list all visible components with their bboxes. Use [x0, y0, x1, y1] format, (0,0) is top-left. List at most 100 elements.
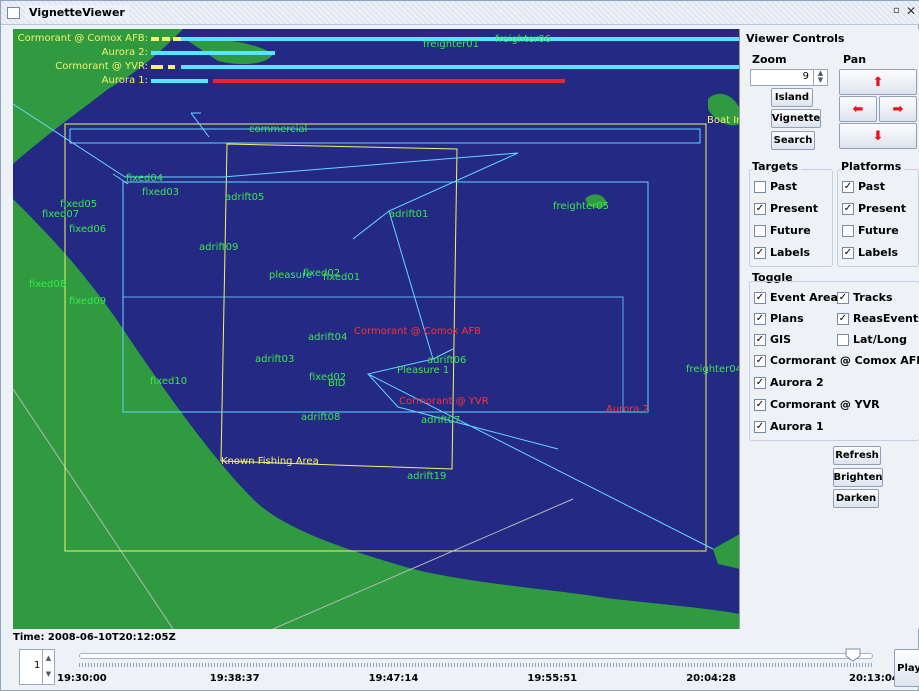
vignette-button[interactable]: Vignette — [771, 109, 821, 128]
play-button[interactable]: Play — [894, 649, 919, 687]
speed-spinner[interactable]: 1 ▲ ▼ — [19, 649, 55, 685]
checkbox-box[interactable] — [754, 180, 766, 193]
label-adrift01[interactable]: adrift01 — [389, 209, 429, 220]
close-icon[interactable]: ✕ — [906, 4, 917, 18]
toggle-reasevents-checkbox[interactable]: ✓ ReasEvents — [837, 312, 919, 325]
checkbox-box[interactable] — [837, 333, 849, 346]
label-boat[interactable]: Boat In — [707, 115, 740, 126]
zoom-label: Zoom — [752, 53, 787, 66]
brighten-button[interactable]: Brighten — [833, 468, 883, 487]
label-adrift07[interactable]: adrift07 — [421, 415, 461, 426]
toggle-gis-checkbox[interactable]: ✓ GIS — [754, 333, 791, 346]
pan-right-button[interactable]: ➡ — [879, 96, 917, 122]
checkbox-label: Future — [858, 224, 899, 237]
label-fixed06[interactable]: fixed06 — [69, 224, 107, 235]
label-fixed08[interactable]: fixed08 — [29, 279, 67, 290]
checkbox-box[interactable]: ✓ — [754, 291, 766, 304]
label-cormorant-yvr[interactable]: Cormorant @ YVR — [399, 396, 489, 407]
label-pleasure1[interactable]: Pleasure 1 — [397, 365, 450, 376]
label-adrift03[interactable]: adrift03 — [255, 354, 295, 365]
target-labels-checkbox[interactable]: ✓ Labels — [754, 246, 810, 259]
platform-future-checkbox[interactable]: Future — [842, 224, 899, 237]
label-fixed05[interactable]: fixed05 — [60, 199, 98, 210]
toggle-label: Toggle — [752, 271, 793, 284]
label-freighter01[interactable]: freighter01 — [423, 39, 479, 50]
label-fixed01[interactable]: fixed01 — [323, 272, 361, 283]
label-adrift04[interactable]: adrift04 — [308, 332, 348, 343]
label-fixed02b[interactable]: fixed02 — [309, 372, 347, 383]
checkbox-label: Past — [858, 180, 885, 193]
checkbox-box[interactable]: ✓ — [754, 398, 766, 411]
pan-left-button[interactable]: ⬅ — [839, 96, 877, 122]
restore-icon[interactable]: ▫ — [893, 5, 900, 16]
label-adrift06[interactable]: adrift06 — [427, 355, 467, 366]
checkbox-box[interactable]: ✓ — [754, 354, 766, 367]
darken-button[interactable]: Darken — [833, 489, 879, 508]
map-canvas[interactable]: Cormorant @ Comox AFB: Aurora 2: Cormora… — [13, 29, 740, 629]
checkbox-box[interactable] — [754, 224, 766, 237]
toggle-cormorant-comox-afb-checkbox[interactable]: ✓ Cormorant @ Comox AFB — [754, 354, 919, 367]
label-cormorant-comox[interactable]: Cormorant @ Comox AFB — [354, 326, 481, 337]
time-slider-ticks — [79, 663, 873, 667]
time-slider-thumb[interactable] — [845, 648, 861, 662]
toggle-plans-checkbox[interactable]: ✓ Plans — [754, 312, 804, 325]
platform-present-checkbox[interactable]: ✓ Present — [842, 202, 906, 215]
checkbox-box[interactable] — [842, 224, 854, 237]
search-button[interactable]: Search — [771, 131, 815, 150]
label-adrift08[interactable]: adrift08 — [301, 412, 341, 423]
pan-down-button[interactable]: ⬇ — [839, 123, 917, 149]
zoom-stepper-icon[interactable]: ▲ ▼ — [813, 70, 827, 85]
checkbox-label: ReasEvents — [853, 312, 919, 325]
checkbox-box[interactable]: ✓ — [754, 312, 766, 325]
label-fixed10[interactable]: fixed10 — [150, 376, 188, 387]
label-adrift05[interactable]: adrift05 — [225, 192, 265, 203]
checkbox-box[interactable]: ✓ — [754, 202, 766, 215]
toggle-event-areas-checkbox[interactable]: ✓ Event Areas — [754, 291, 844, 304]
checkbox-box[interactable]: ✓ — [842, 202, 854, 215]
refresh-button[interactable]: Refresh — [833, 446, 881, 465]
toggle-tracks-checkbox[interactable]: ✓ Tracks — [837, 291, 893, 304]
checkbox-label: Labels — [770, 246, 811, 259]
label-fixed03[interactable]: fixed03 — [142, 187, 180, 198]
toggle-cormorant-yvr-checkbox[interactable]: ✓ Cormorant @ YVR — [754, 398, 880, 411]
checkbox-box[interactable]: ✓ — [754, 246, 766, 259]
checkbox-label: Cormorant @ YVR — [770, 398, 880, 411]
checkbox-box[interactable]: ✓ — [754, 333, 766, 346]
platform-past-checkbox[interactable]: ✓ Past — [842, 180, 885, 193]
speed-stepper-icon[interactable]: ▲ ▼ — [42, 650, 54, 684]
checkbox-box[interactable]: ✓ — [837, 312, 849, 325]
checkbox-box[interactable]: ✓ — [837, 291, 849, 304]
label-adrift09[interactable]: adrift09 — [199, 242, 239, 253]
toggle-aurora-1-checkbox[interactable]: ✓ Aurora 1 — [754, 420, 824, 433]
target-past-checkbox[interactable]: Past — [754, 180, 797, 193]
label-commercial[interactable]: commercial — [249, 124, 308, 135]
pan-up-button[interactable]: ⬆ — [839, 69, 917, 95]
label-aurora2[interactable]: Aurora 2 — [606, 404, 649, 415]
label-fixed09[interactable]: fixed09 — [69, 296, 107, 307]
time-slider-track[interactable] — [79, 653, 873, 659]
target-present-checkbox[interactable]: ✓ Present — [754, 202, 818, 215]
label-bid[interactable]: BID — [328, 378, 346, 389]
zoom-spinner[interactable]: 9 ▲ ▼ — [750, 69, 828, 86]
time-tick-label: 20:04:28 — [686, 673, 736, 684]
label-adrift19[interactable]: adrift19 — [407, 471, 447, 482]
checkbox-box[interactable]: ✓ — [754, 376, 766, 389]
toggle-aurora-2-checkbox[interactable]: ✓ Aurora 2 — [754, 376, 824, 389]
time-tick-label: 19:30:00 — [57, 673, 107, 684]
label-freighter04[interactable]: freighter04 — [686, 364, 740, 375]
label-fixed04[interactable]: fixed04 — [126, 173, 164, 184]
label-fixed07[interactable]: fixed07 — [42, 209, 80, 220]
island-button[interactable]: Island — [771, 88, 813, 107]
label-freighter05[interactable]: freighter05 — [553, 201, 609, 212]
toggle-lat-long-checkbox[interactable]: Lat/Long — [837, 333, 907, 346]
label-pleasure[interactable]: pleasure — [269, 270, 312, 281]
target-future-checkbox[interactable]: Future — [754, 224, 811, 237]
time-tick-label: 19:55:51 — [527, 673, 578, 684]
checkbox-box[interactable]: ✓ — [842, 180, 854, 193]
label-freighter06[interactable]: freighter06 — [495, 34, 551, 45]
label-fixed02a[interactable]: fixed02 — [303, 268, 341, 279]
platform-labels-checkbox[interactable]: ✓ Labels — [842, 246, 898, 259]
checkbox-box[interactable]: ✓ — [754, 420, 766, 433]
checkbox-box[interactable]: ✓ — [842, 246, 854, 259]
